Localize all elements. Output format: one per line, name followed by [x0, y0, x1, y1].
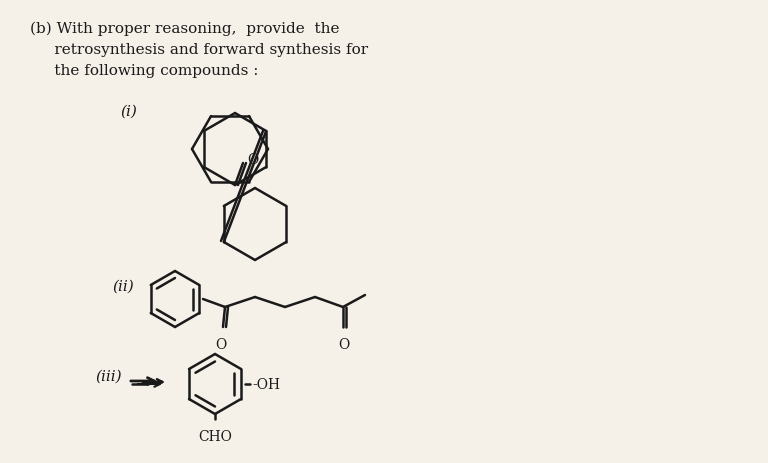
Text: (ii): (ii) [112, 279, 134, 294]
Text: (iii): (iii) [95, 369, 121, 383]
Text: (b) With proper reasoning,  provide  the
     retrosynthesis and forward synthes: (b) With proper reasoning, provide the r… [30, 22, 368, 77]
Text: O: O [247, 153, 258, 167]
Text: (i): (i) [120, 105, 137, 119]
Text: O: O [215, 337, 227, 351]
Text: CHO: CHO [198, 429, 232, 443]
Text: -OH: -OH [252, 377, 280, 391]
Text: O: O [339, 337, 349, 351]
